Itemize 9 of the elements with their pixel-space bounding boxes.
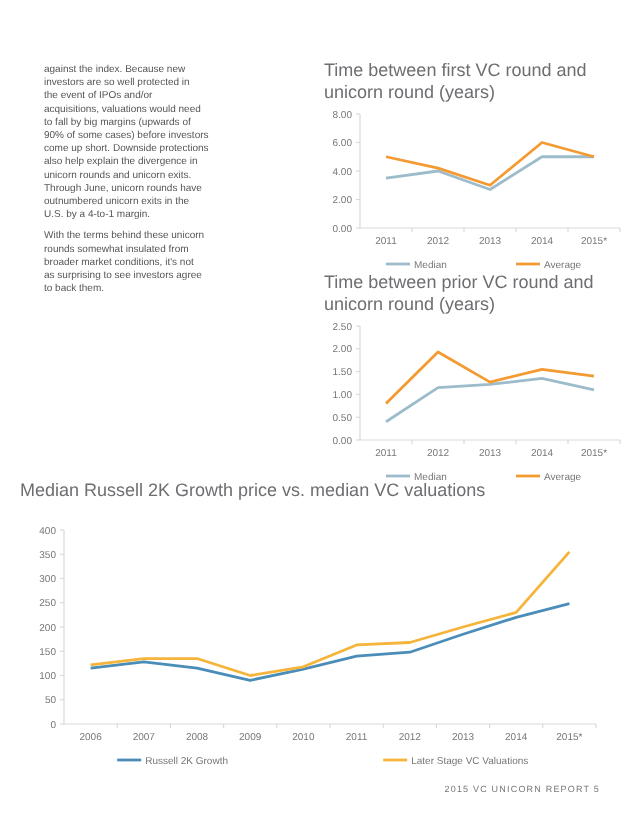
line-series (384, 350, 596, 405)
line-series (384, 141, 596, 187)
chart-title: Time between prior VC round and unicorn round (years) (324, 272, 594, 314)
line-series (384, 377, 596, 424)
line-series (384, 155, 596, 191)
line-series (89, 550, 571, 677)
chart-title: Median Russell 2K Growth price vs. median VC valuations (20, 480, 487, 500)
line-series (89, 602, 571, 682)
chart-title: Time between first VC round and unicorn round (years) (324, 60, 587, 102)
